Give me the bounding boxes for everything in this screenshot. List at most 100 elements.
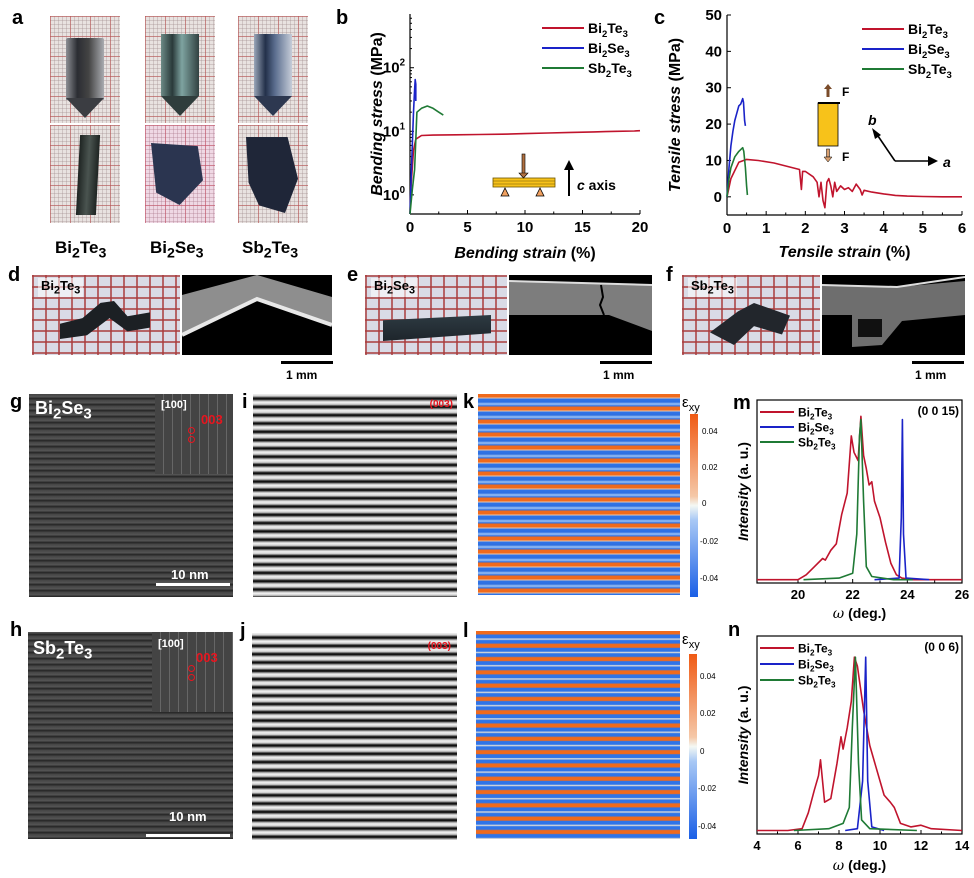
x-tick-label: 5 bbox=[463, 219, 471, 236]
panel-label-k: k bbox=[463, 391, 475, 413]
x-tick-label: 10 bbox=[873, 838, 887, 853]
chart-rocking-curve-0015: 20 22 24 26 ω (deg.) Intensity (a. u.) Bi2Te3B… bbox=[735, 399, 969, 622]
load-arrow-icon bbox=[518, 172, 529, 179]
legend-label-sb2te3: Sb2Te3 bbox=[588, 60, 632, 80]
series-line-sb2te3 bbox=[726, 146, 749, 197]
fringe-label-j: (003) bbox=[427, 641, 451, 652]
y-tick-label: 101 bbox=[383, 121, 406, 140]
scale-text-e: 1 mm bbox=[603, 368, 635, 382]
force-label-bottom: F bbox=[842, 150, 849, 164]
series-line-sb2te3 bbox=[793, 656, 917, 832]
load-arrow-shaft bbox=[521, 153, 526, 175]
tensile-sample-icon bbox=[817, 102, 839, 147]
colorbar-title-l: εxy bbox=[682, 631, 700, 651]
panel-label-b: b bbox=[336, 7, 349, 29]
photo-sb2te3-ingot bbox=[238, 16, 308, 123]
colorbar-tick-l-1: 0.04 bbox=[700, 672, 716, 681]
photo-sb2te3-cleaved bbox=[238, 125, 308, 223]
strain-map-k bbox=[478, 394, 680, 595]
series-line-bi2se3 bbox=[874, 418, 930, 581]
scale-text-d: 1 mm bbox=[286, 368, 318, 382]
scale-text-f: 1 mm bbox=[915, 368, 947, 382]
legend-label-bi2te3: Bi2Te3 bbox=[908, 21, 948, 41]
x-tick-label: 1 bbox=[762, 220, 770, 237]
x-tick-label: 12 bbox=[914, 838, 928, 853]
sample-label-g: Bi2Se3 bbox=[35, 398, 92, 423]
x-tick-label: 20 bbox=[632, 219, 649, 236]
x-axis-label: ω (deg.) bbox=[833, 605, 886, 622]
x-tick-label: 6 bbox=[958, 220, 966, 237]
colorbar-tick-k-4: -0.02 bbox=[700, 537, 719, 546]
legend-label-bi2se3: Bi2Se3 bbox=[798, 420, 834, 436]
panel-label-m: m bbox=[733, 392, 751, 414]
beam-icon bbox=[492, 177, 556, 188]
x-tick-label: 20 bbox=[791, 587, 805, 602]
scale-text-h: 10 nm bbox=[169, 809, 207, 824]
force-arrow-down-shaft bbox=[826, 148, 830, 158]
scale-bar-e bbox=[600, 361, 652, 364]
scale-bar-g bbox=[156, 583, 230, 586]
scale-bar-d bbox=[281, 361, 333, 364]
x-tick-label: 22 bbox=[845, 587, 859, 602]
spot-label-g: 003 bbox=[201, 412, 223, 427]
force-label-top: F bbox=[842, 85, 849, 99]
axis-a-label: a bbox=[943, 154, 951, 170]
y-axis-label: Intensity (a. u.) bbox=[735, 686, 751, 785]
colorbar-tick-k-1: 0.04 bbox=[702, 427, 718, 436]
x-tick-label: 4 bbox=[879, 220, 888, 237]
y-tick-label: 40 bbox=[705, 43, 722, 60]
c-axis-arrow-icon bbox=[564, 160, 574, 170]
fft-inset-h: [100] 003 bbox=[152, 632, 233, 712]
x-tick-label: 26 bbox=[955, 587, 969, 602]
x-tick-label: 4 bbox=[753, 838, 761, 853]
colorbar-k bbox=[690, 414, 698, 597]
y-axis-label: Intensity (a. u.) bbox=[735, 442, 751, 541]
panel-label-f: f bbox=[666, 264, 673, 286]
panel-label-g: g bbox=[10, 391, 23, 413]
scale-bar-f bbox=[912, 361, 964, 364]
y-tick-label: 30 bbox=[705, 80, 722, 97]
panel-label-e: e bbox=[347, 264, 359, 286]
y-tick-label: 100 bbox=[383, 185, 406, 204]
series-line-bi2se3 bbox=[726, 97, 747, 197]
force-arrow-down-icon bbox=[823, 156, 833, 163]
colorbar-tick-l-3: 0 bbox=[700, 747, 705, 756]
spot-circle-g1 bbox=[188, 427, 195, 434]
photo-bi2se3-cleaved bbox=[145, 125, 215, 223]
panel-label-a: a bbox=[12, 7, 24, 29]
sample-label-f: Sb2Te3 bbox=[688, 278, 737, 297]
spot-circle-h2 bbox=[188, 674, 195, 681]
x-tick-label: 0 bbox=[406, 219, 414, 236]
support-left-icon bbox=[500, 187, 510, 197]
x-tick-label: 0 bbox=[723, 220, 731, 237]
photo-bi2se3-ingot bbox=[145, 16, 215, 123]
fft-inset-g: [100] 003 bbox=[155, 394, 233, 474]
colorbar-title-k: εxy bbox=[682, 394, 700, 414]
series-line-bi2te3 bbox=[757, 656, 963, 832]
c-axis-label: c axis bbox=[577, 177, 616, 193]
x-axis-label: ω (deg.) bbox=[833, 857, 886, 874]
photo-bi2te3-ingot bbox=[50, 16, 120, 123]
colorbar-l bbox=[689, 654, 697, 839]
fringe-image-i: (003) bbox=[253, 394, 457, 597]
panel-label-h: h bbox=[10, 619, 23, 641]
chart-bending: 0 5 10 15 20 100 101 102 Bending strain (%) Bendi… bbox=[369, 14, 649, 262]
peak-index-label: (0 0 15) bbox=[918, 404, 959, 418]
panel-label-c: c bbox=[654, 7, 666, 29]
series-line-bi2se3 bbox=[845, 656, 885, 832]
peak-index-label: (0 0 6) bbox=[924, 640, 959, 654]
x-tick-label: 2 bbox=[801, 220, 809, 237]
sample-label-e: Bi2Se3 bbox=[371, 278, 418, 297]
y-tick-label: 20 bbox=[705, 116, 722, 133]
panel-label-n: n bbox=[728, 619, 741, 641]
x-axis-label: Tensile strain (%) bbox=[779, 244, 911, 261]
sample-label-bi2te3: Bi2Te3 bbox=[55, 238, 107, 262]
haadf-image-sb2te3: [100] 003 Sb2Te3 10 nm bbox=[28, 632, 233, 839]
series-line-sb2te3 bbox=[409, 105, 444, 215]
scale-text-g: 10 nm bbox=[171, 567, 209, 582]
x-axis-label: Bending strain (%) bbox=[454, 245, 595, 262]
strain-map-l bbox=[476, 631, 680, 839]
y-tick-label: 0 bbox=[714, 189, 722, 206]
y-axis-label: Tensile stress (MPa) bbox=[667, 38, 684, 192]
series-line-bi2se3 bbox=[409, 78, 417, 215]
